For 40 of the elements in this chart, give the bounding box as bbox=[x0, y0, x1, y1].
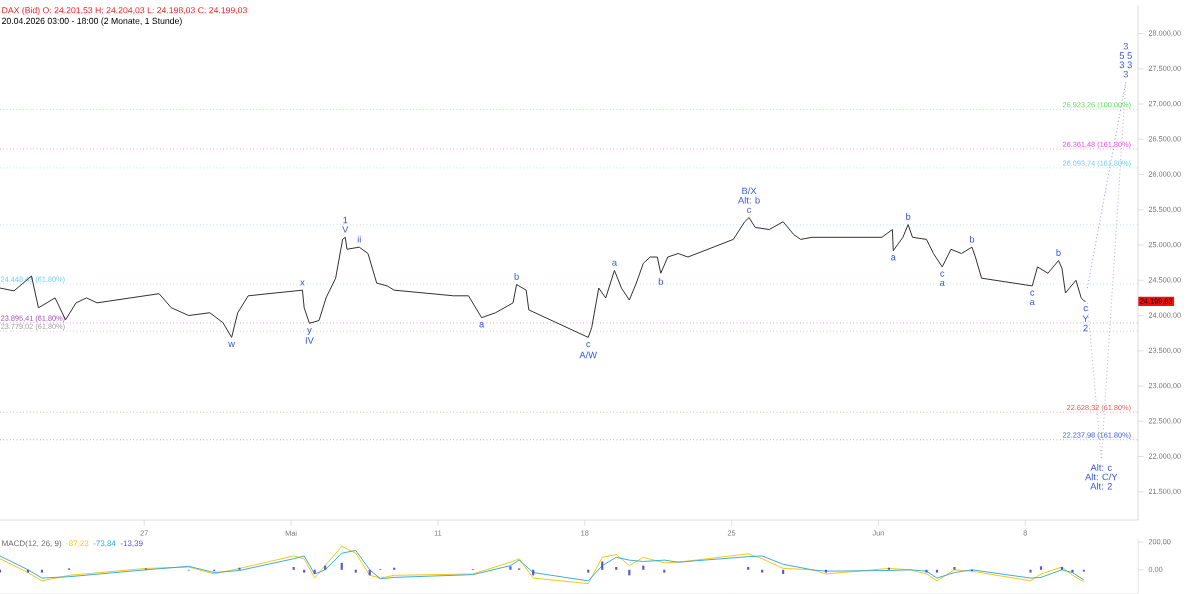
annotation: 3 3 bbox=[1119, 61, 1132, 69]
annotation: b bbox=[514, 273, 519, 280]
annotation: a bbox=[891, 255, 896, 261]
annotation: a bbox=[940, 280, 945, 286]
annotation: A/W bbox=[579, 351, 598, 359]
annotation: c bbox=[1030, 290, 1035, 296]
text: -87,23 bbox=[66, 540, 89, 548]
annotation: a bbox=[479, 322, 485, 328]
annotation: x bbox=[300, 280, 305, 286]
annotation: 2 bbox=[1083, 324, 1088, 332]
annotation: a bbox=[612, 260, 618, 266]
annotation: 1 bbox=[343, 216, 348, 224]
text: -13,39 bbox=[120, 540, 143, 548]
annotation: 3 bbox=[1123, 70, 1128, 78]
annotation: IV bbox=[305, 337, 314, 344]
annotation: ii bbox=[357, 235, 361, 243]
annotation: Alt: c bbox=[1090, 464, 1112, 471]
annotation: b bbox=[969, 235, 975, 243]
annotation: w bbox=[228, 342, 236, 347]
annotation: B/X bbox=[742, 187, 757, 195]
annotation: b bbox=[658, 277, 663, 285]
annotation: c bbox=[586, 342, 591, 348]
annotation: a bbox=[1030, 299, 1035, 306]
annotation: b bbox=[906, 213, 911, 220]
annotation: Alt: 2 bbox=[1090, 482, 1112, 490]
annotation: c bbox=[940, 271, 945, 277]
chart-title: DAX (Bid) O: 24.201,53 H: 24.204,03 L: 24.198,03 C: 24.199,03 bbox=[2, 6, 247, 16]
annotation: c bbox=[1083, 306, 1088, 312]
text: 20.04.2026 03:00 - 18:00 (2 Monate, 1 Stunde) bbox=[2, 17, 182, 26]
text: -73,84 bbox=[93, 540, 116, 548]
annotation: Y bbox=[1082, 315, 1089, 322]
annotation: V bbox=[342, 226, 349, 233]
annotation: c bbox=[747, 207, 752, 213]
annotation: y bbox=[307, 327, 312, 335]
annotation: 5 5 bbox=[1119, 52, 1132, 59]
annotation: Alt: b bbox=[738, 196, 760, 204]
chart-title: MACD(12, 26, 9) bbox=[2, 540, 62, 548]
annotation: b bbox=[1056, 249, 1061, 256]
annotation: 3 bbox=[1123, 42, 1128, 50]
annotation: Alt: C/Y bbox=[1085, 473, 1118, 481]
